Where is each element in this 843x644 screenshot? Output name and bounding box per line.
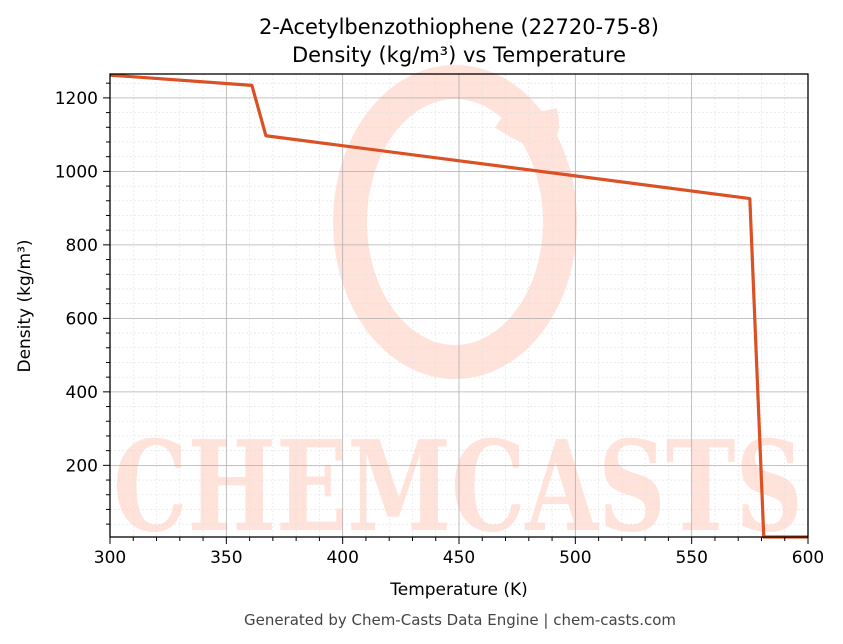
x-axis-label: Temperature (K) — [389, 580, 528, 600]
y-tick-label: 1000 — [55, 162, 98, 182]
x-tick-label: 300 — [94, 548, 126, 568]
watermark-text: CHEMCASTS — [113, 414, 803, 560]
x-tick-label: 450 — [443, 548, 475, 568]
x-tick-label: 400 — [326, 548, 358, 568]
y-tick-label: 1200 — [55, 89, 98, 109]
x-tick-label: 500 — [559, 548, 591, 568]
x-tick-label: 550 — [675, 548, 707, 568]
y-tick-label: 600 — [66, 309, 98, 329]
footer-credit: Generated by Chem-Casts Data Engine | ch… — [244, 611, 676, 629]
x-tick-label: 600 — [792, 548, 824, 568]
x-axis: 300 350 400 450 500 550 600 — [94, 537, 824, 568]
y-tick-label: 800 — [66, 236, 98, 256]
chart-subtitle: Density (kg/m³) vs Temperature — [292, 43, 626, 67]
y-axis-label: Density (kg/m³) — [15, 239, 35, 372]
y-tick-label: 400 — [66, 383, 98, 403]
y-axis: 200 400 600 800 1000 1200 — [55, 82, 110, 525]
chart-title: 2-Acetylbenzothiophene (22720-75-8) — [259, 15, 659, 39]
x-tick-label: 350 — [210, 548, 242, 568]
y-tick-label: 200 — [66, 456, 98, 476]
chemcasts-watermark: CHEMCASTS — [113, 65, 803, 560]
